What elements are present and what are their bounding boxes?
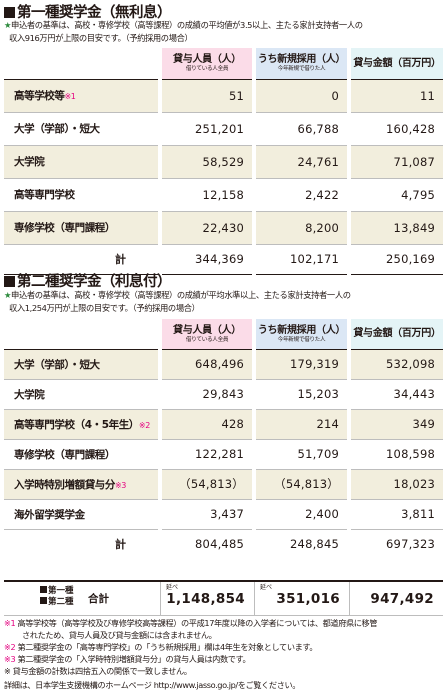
header-new-count: うち新規採用（人） 今年新規で借りた人 xyxy=(252,48,349,80)
table-row: 入学時特別増額貸与分※3 （54,813） （54,813） 18,023 xyxy=(4,469,443,500)
table-second-type: 貸与人員（人） 借りている人全員 うち新規採用（人） 今年新規で借りた人 貸与金額（… xyxy=(4,319,443,558)
footnote-3: ※3 第二種奨学金の「入学時特別増額貸与分」の貸与人員は内数です。 xyxy=(4,654,251,664)
square-bullet-icon xyxy=(4,7,15,18)
table-row: 大学（学部）・短大 648,496 179,319 532,098 xyxy=(4,349,443,380)
table-row: 海外留学奨学金 3,437 2,400 3,811 xyxy=(4,499,443,530)
table-row: 高等専門学校 12,158 2,422 4,795 xyxy=(4,178,443,212)
table-row: 大学院 58,529 24,761 71,087 xyxy=(4,145,443,179)
table-first-type: 貸与人員（人） 借りている人全員 うち新規採用（人） 今年新規で借りた人 貸与金額（… xyxy=(4,48,443,275)
header-new-count: うち新規採用（人） 今年新規で借りた人 xyxy=(252,319,349,350)
grand-total-types: 第一種 第二種 xyxy=(40,586,74,607)
grand-total-amount: 947,492 xyxy=(349,582,444,615)
footnote-1: ※1 高等学校等（高等学校及び専修学校高等課程）の平成17年度以降の入学者につい… xyxy=(4,618,378,628)
table-total-row: 計 344,369 102,171 250,169 xyxy=(4,244,443,275)
section2-note: ★申込者の基準は、高校・専修学校（高等課程）の成績が平均水準以上、主たる家計支持… xyxy=(4,290,351,313)
footnote-4: ※ 貸与金額の計数は四捨五入の関係で一致しません。 xyxy=(4,666,192,676)
footnote-mark: ※2 xyxy=(138,420,150,430)
star-icon: ★ xyxy=(4,20,12,30)
table-row: 高等専門学校（4・5年生）※2 428 214 349 xyxy=(4,409,443,440)
table-total-row: 計 804,485 248,845 697,323 xyxy=(4,529,443,558)
detail-link-text: 詳細は、日本学生支援機構のホームページ http://www.jasso.go.… xyxy=(4,680,301,690)
section1-title: 第一種奨学金（無利息） xyxy=(4,1,172,22)
table-row: 専修学校（専門課程） 122,281 51,709 108,598 xyxy=(4,439,443,470)
table-header-row: 貸与人員（人） 借りている人全員 うち新規採用（人） 今年新規で借りた人 貸与金額（… xyxy=(4,48,443,80)
grand-total-new: 延べ 351,016 xyxy=(254,582,350,615)
header-amount: 貸与金額（百万円） xyxy=(347,319,443,350)
table-row: 専修学校（専門課程） 22,430 8,200 13,849 xyxy=(4,211,443,245)
table-row: 高等学校等※1 51 0 11 xyxy=(4,79,443,113)
footnote-mark: ※1 xyxy=(64,92,76,101)
footnote-mark: ※3 xyxy=(115,480,126,490)
header-lending-count: 貸与人員（人） 借りている人全員 xyxy=(158,48,254,80)
section2-title: 第二種奨学金（利息付） xyxy=(4,270,172,291)
square-bullet-icon xyxy=(4,276,15,287)
star-icon: ★ xyxy=(4,290,12,300)
grand-total-label: 合計 xyxy=(88,593,109,605)
header-amount: 貸与金額（百万円） xyxy=(347,48,443,80)
section1-note: ★申込者の基準は、高校・専修学校（高等課程）の成績の平均値が3.5以上、主たる家… xyxy=(4,20,363,43)
grand-total-row: 第一種 第二種 合計 延べ 1,148,854 延べ 351,016 947,4… xyxy=(4,580,443,616)
table-row: 大学院 29,843 15,203 34,443 xyxy=(4,379,443,410)
footnotes: ※1 高等学校等（高等学校及び専修学校高等課程）の平成17年度以降の入学者につい… xyxy=(4,617,444,691)
footnote-2: ※2 第二種奨学金の「高等専門学校」の「うち新規採用」欄は4年生を対象としていま… xyxy=(4,642,318,652)
header-lending-count: 貸与人員（人） 借りている人全員 xyxy=(158,319,254,350)
table-header-row: 貸与人員（人） 借りている人全員 うち新規採用（人） 今年新規で借りた人 貸与金額（… xyxy=(4,319,443,350)
grand-total-lending: 延べ 1,148,854 xyxy=(160,582,255,615)
table-row: 大学（学部）・短大 251,201 66,788 160,428 xyxy=(4,112,443,146)
